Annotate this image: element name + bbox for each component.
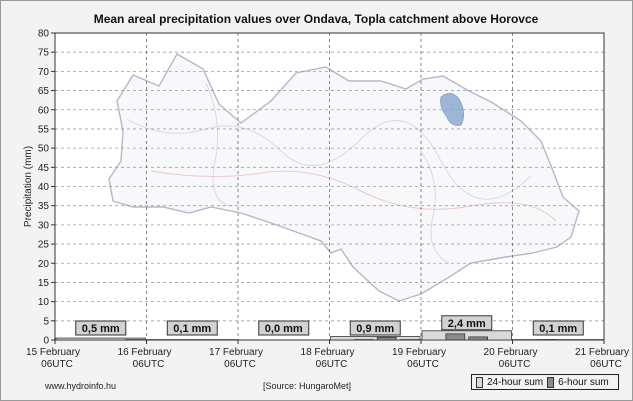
bar-6h — [468, 336, 489, 341]
y-axis-label: Precipitation (mm) — [23, 146, 34, 227]
y-tick-label: 75 — [38, 48, 50, 59]
x-tick-label: 20 February — [484, 347, 538, 358]
legend-swatch-24h — [476, 376, 483, 388]
x-tick-label: 15 February — [26, 347, 80, 358]
sum-label: 0,1 mm — [173, 323, 211, 335]
y-tick-label: 0 — [43, 336, 49, 347]
x-tick-label: 06UTC — [224, 359, 256, 370]
x-tick-label: 19 February — [392, 347, 446, 358]
x-tick-label: 06UTC — [41, 359, 73, 370]
sum-label: 0,0 mm — [265, 323, 303, 335]
river-line — [205, 82, 232, 207]
x-tick-label: 06UTC — [316, 359, 348, 370]
y-tick-label: 55 — [38, 124, 50, 135]
x-tick-label: 06UTC — [499, 359, 531, 370]
legend-label-24h: 24-hour sum — [487, 376, 544, 388]
sum-label: 0,5 mm — [82, 323, 120, 335]
legend-label-6h: 6-hour sum — [558, 376, 609, 388]
catchment-map — [108, 53, 580, 302]
sum-label-box — [441, 315, 493, 331]
y-tick-label: 35 — [38, 201, 50, 212]
y-tick-label: 25 — [38, 240, 50, 251]
x-tick-label: 21 February — [575, 347, 629, 358]
sum-label-box — [349, 320, 401, 336]
sum-label: 0,9 mm — [356, 323, 394, 335]
footer-website: www.hydroinfo.hu — [44, 381, 116, 391]
y-tick-label: 45 — [38, 163, 50, 174]
legend: 24-hour sum 6-hour sum — [471, 374, 619, 390]
chart-title: Mean areal precipitation values over Ond… — [94, 12, 539, 26]
border-line — [150, 170, 557, 222]
river-line — [420, 150, 450, 264]
sum-label: 0,1 mm — [539, 323, 577, 335]
sum-label-box — [532, 320, 584, 336]
bar-24h — [421, 330, 512, 341]
x-tick-label: 06UTC — [133, 359, 165, 370]
y-tick-label: 70 — [38, 67, 50, 78]
sum-label-box — [258, 320, 310, 336]
sum-label: 2,4 mm — [448, 318, 486, 330]
footer-source: [Source: HungaroMet] — [263, 381, 351, 391]
y-tick-label: 80 — [38, 29, 50, 40]
river-line — [126, 118, 532, 200]
sum-label-box — [166, 320, 218, 336]
x-tick-label: 18 February — [301, 347, 355, 358]
sum-label-box — [75, 320, 127, 336]
bar-6h — [445, 333, 466, 341]
y-tick-label: 20 — [38, 259, 50, 270]
bar-24h — [330, 336, 421, 341]
x-tick-label: 06UTC — [590, 359, 622, 370]
y-tick-label: 50 — [38, 144, 50, 155]
y-tick-label: 5 — [43, 316, 49, 327]
bar-24h — [55, 337, 146, 341]
y-tick-label: 65 — [38, 86, 50, 97]
y-tick-label: 30 — [38, 220, 50, 231]
legend-swatch-6h — [547, 376, 555, 388]
y-tick-label: 10 — [38, 297, 50, 308]
x-tick-label: 17 February — [209, 347, 263, 358]
bar-6h — [376, 336, 397, 341]
y-tick-label: 60 — [38, 105, 50, 116]
x-tick-label: 06UTC — [407, 359, 439, 370]
y-tick-label: 15 — [38, 278, 50, 289]
y-tick-label: 40 — [38, 182, 50, 193]
x-tick-label: 16 February — [118, 347, 172, 358]
plot-border — [54, 32, 605, 341]
